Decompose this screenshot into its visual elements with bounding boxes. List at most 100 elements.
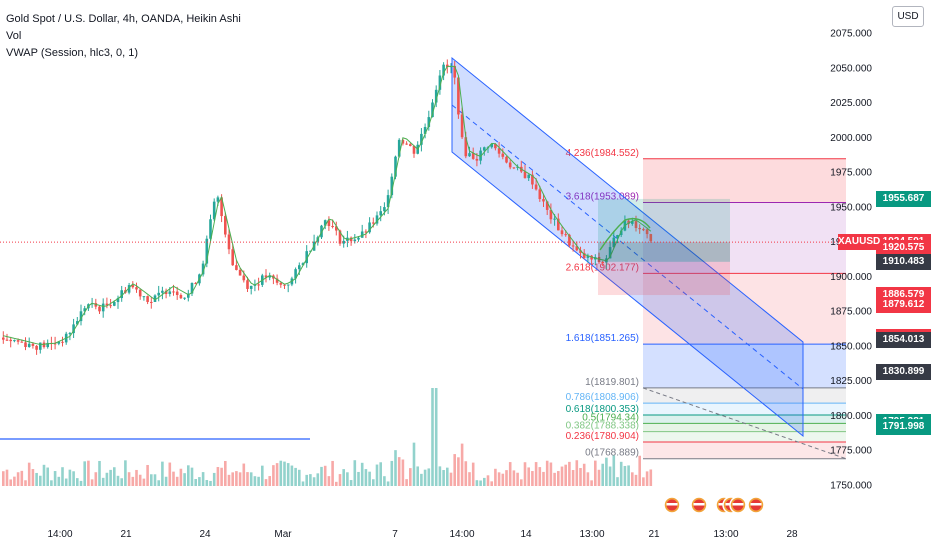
candle-body [553,218,556,220]
volume-bar [187,465,190,486]
volume-bar [375,464,379,486]
volume-bar [87,460,90,486]
price-tag: 1854.013 [876,332,931,349]
fib-zone [643,387,846,404]
volume-bar [549,462,553,486]
price-tick-label: 1750.000 [830,481,872,492]
price-tag: 1910.483 [876,253,931,270]
volume-bar [557,471,560,486]
event-flag-icon [693,503,705,506]
volume-bar [153,474,157,486]
volume-bar [98,460,101,486]
volume-bar [64,478,68,486]
candle-body [383,207,386,212]
time-tick-label: 14:00 [47,529,72,540]
volume-bar [538,467,542,486]
volume-bar [497,472,501,486]
candle-body [172,291,175,293]
time-tick-label: 21 [648,529,660,540]
volume-bar [27,462,31,486]
candle-body [564,234,567,236]
vwap-indicator-label[interactable]: VWAP (Session, hlc3, 0, 1) [6,47,139,59]
volume-bar [13,476,16,486]
fib-zone [643,442,846,459]
volume-bar [105,472,109,486]
fib-zone [643,202,846,274]
volume-bar [523,462,527,486]
volume-bar [449,472,453,486]
candle-body [190,282,194,294]
candle-body [405,143,408,145]
volume-bar [420,473,423,486]
volume-bar [138,474,142,486]
currency-button[interactable]: USD [892,6,924,27]
candle-body [283,284,286,286]
volume-bar [338,474,342,486]
volume-indicator-label[interactable]: Vol [6,30,22,42]
volume-bar [50,480,53,486]
fib-zone [643,344,846,388]
volume-bar [353,460,357,486]
candle-body [608,247,612,259]
vwap-line [3,65,652,346]
candle-body [146,296,149,302]
volume-bar [190,467,194,486]
fib-level-label: 3.618(1953.089) [566,192,639,203]
volume-bar [216,467,220,486]
volume-bar [227,474,231,486]
candle-body [357,237,360,240]
candle-body [501,153,505,157]
volume-bar [46,467,49,486]
volume-bar [438,466,442,486]
candle-body [279,282,283,285]
candle-body [153,295,157,302]
candle-body [94,303,98,307]
volume-bar [279,460,283,486]
event-flag-icon [732,503,744,506]
candle-body [138,289,142,297]
candle-body [468,153,471,157]
candle-body [457,77,460,115]
volume-bar [172,471,175,486]
candle-body [135,287,138,290]
volume-bar [564,464,567,486]
fib-level-label: 1.618(1851.265) [566,333,639,344]
volume-bar [294,467,297,486]
candle-body [68,333,72,335]
volume-bar [645,471,649,486]
volume-bar [20,470,24,486]
candle-body [627,220,630,224]
candle-body [301,263,305,266]
volume-bar [423,469,427,486]
candle-body [246,280,249,289]
volume-bar [642,477,645,486]
candle-body [46,342,49,348]
candle-body [79,311,83,322]
candle-body [512,167,516,169]
volume-bar [534,462,538,486]
volume-bar [16,472,20,486]
time-tick-label: 13:00 [713,529,738,540]
symbol-title[interactable]: Gold Spot / U.S. Dollar, 4h, OANDA, Heik… [6,13,241,25]
volume-bar [638,455,641,486]
candle-body [619,230,623,236]
volume-bar [212,472,216,486]
candle-body [16,340,20,342]
candle-body [42,342,46,348]
volume-bar [9,479,12,486]
symbol-price-tag: XAUUSD [838,234,880,251]
volume-bar [590,480,593,486]
candle-body [161,290,164,293]
candle-body [201,263,205,275]
volume-bar [57,476,61,486]
volume-bar [312,477,316,486]
volume-bar [623,465,627,486]
volume-bar [113,467,116,486]
volume-bar [224,460,227,486]
time-tick-label: 7 [392,529,398,540]
volume-bar [120,478,123,486]
candle-body [101,303,105,312]
volume-bars [2,388,653,486]
volume-bar [446,467,449,486]
